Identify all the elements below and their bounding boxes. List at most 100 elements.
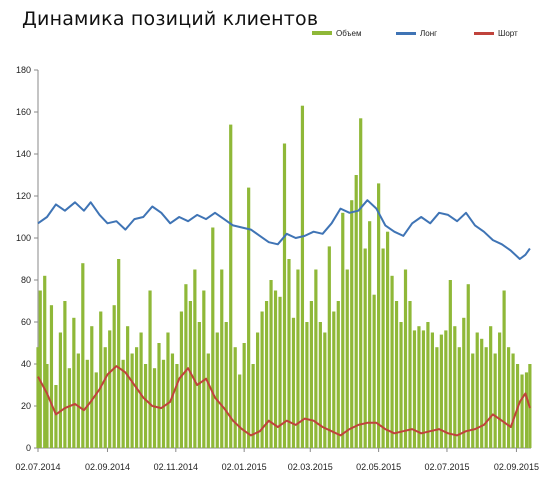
volume-bar	[498, 332, 502, 448]
volume-bar	[394, 301, 399, 448]
volume-bar	[193, 269, 197, 448]
legend-label-short: Шорт	[498, 29, 518, 38]
volume-bar	[264, 301, 269, 448]
volume-bar	[327, 246, 331, 448]
y-tick-label: 60	[21, 317, 31, 327]
volume-bar	[170, 353, 175, 448]
volume-bar	[466, 284, 470, 448]
volume-bar	[251, 364, 255, 448]
legend-swatch-long	[396, 32, 416, 35]
volume-bar	[506, 347, 511, 448]
volume-bar	[484, 347, 488, 448]
volume-bar	[421, 330, 426, 448]
volume-bar	[143, 364, 148, 448]
volume-bar	[412, 330, 417, 448]
volume-bar	[184, 284, 188, 448]
y-tick-label: 20	[21, 401, 31, 411]
chart-title: Динамика позиций клиентов	[22, 8, 319, 30]
volume-bar	[242, 343, 246, 448]
volume-bar	[408, 301, 412, 448]
y-tick-label: 160	[16, 107, 31, 117]
volume-bar	[480, 338, 484, 448]
volume-bar	[502, 290, 506, 448]
volume-bar	[54, 385, 58, 448]
volume-bar	[471, 353, 475, 448]
volume-bar	[81, 263, 85, 448]
volume-bar	[211, 227, 215, 448]
x-axis: 02.07.2014 02.09.2014 02.11.2014 02.01.2015…	[15, 447, 539, 472]
volume-bar	[385, 231, 390, 448]
volume-bar	[305, 322, 309, 448]
volume-bar	[278, 296, 282, 448]
volume-bar	[399, 322, 403, 448]
volume-bar	[417, 326, 421, 448]
volume-bar	[90, 326, 94, 448]
x-tick-label: 02.07.2015	[424, 462, 469, 472]
volume-bar	[148, 290, 152, 448]
volume-bar	[161, 359, 166, 448]
y-tick-label: 0	[26, 443, 31, 453]
volume-bar	[215, 332, 219, 448]
volume-bar	[43, 275, 47, 448]
x-tick-label: 02.11.2014	[154, 462, 198, 472]
volume-bar	[121, 359, 125, 448]
volume-bar	[260, 311, 264, 448]
volume-bar	[256, 332, 260, 448]
volume-bar	[448, 280, 452, 448]
volume-bar	[457, 347, 461, 448]
volume-bar	[175, 364, 179, 448]
y-tick-label: 80	[21, 275, 31, 285]
x-tick-label: 02.05.2015	[356, 462, 401, 472]
volume-bar	[520, 374, 524, 448]
volume-bar	[287, 259, 291, 448]
volume-bar	[403, 269, 408, 448]
volume-bar	[524, 372, 529, 448]
volume-bars	[36, 105, 532, 449]
volume-bar	[426, 322, 430, 448]
volume-bar	[166, 332, 170, 448]
volume-bar	[390, 275, 394, 448]
y-tick-label: 40	[21, 359, 31, 369]
volume-bar	[197, 322, 201, 448]
series-lines	[37, 199, 531, 437]
volume-bar	[233, 347, 237, 448]
volume-bar	[202, 290, 206, 448]
volume-bar	[36, 347, 40, 448]
volume-bar	[224, 322, 228, 448]
volume-bar	[462, 317, 466, 448]
volume-bar	[85, 359, 89, 448]
volume-bar	[291, 317, 296, 448]
volume-bar	[430, 332, 434, 448]
volume-bar	[112, 305, 116, 448]
volume-bar	[475, 332, 479, 448]
volume-bar	[439, 334, 443, 448]
volume-bar	[323, 332, 327, 448]
volume-bar	[300, 105, 305, 448]
legend-label-long: Лонг	[420, 29, 438, 38]
volume-bar	[453, 326, 457, 448]
volume-bar	[76, 353, 80, 448]
volume-bar	[341, 212, 345, 448]
volume-bar	[359, 118, 363, 449]
volume-bar	[309, 301, 313, 448]
x-tick-label: 02.09.2014	[85, 462, 130, 472]
volume-bar	[363, 248, 367, 448]
y-tick-label: 100	[16, 233, 31, 243]
volume-bar	[220, 269, 224, 448]
volume-bar	[229, 124, 233, 448]
volume-bar	[67, 368, 71, 448]
legend-swatch-volume	[312, 31, 332, 35]
volume-bar	[332, 311, 336, 448]
volume-bar	[72, 317, 76, 448]
volume-bar	[318, 322, 322, 448]
volume-bar	[377, 183, 381, 448]
volume-bar	[511, 353, 515, 448]
volume-bar	[381, 248, 385, 448]
volume-bar	[49, 305, 54, 448]
volume-bar	[372, 294, 376, 448]
volume-bar	[63, 301, 67, 448]
volume-bar	[206, 353, 210, 448]
volume-bar	[444, 330, 448, 448]
x-tick-label: 02.09.2015	[494, 462, 539, 472]
